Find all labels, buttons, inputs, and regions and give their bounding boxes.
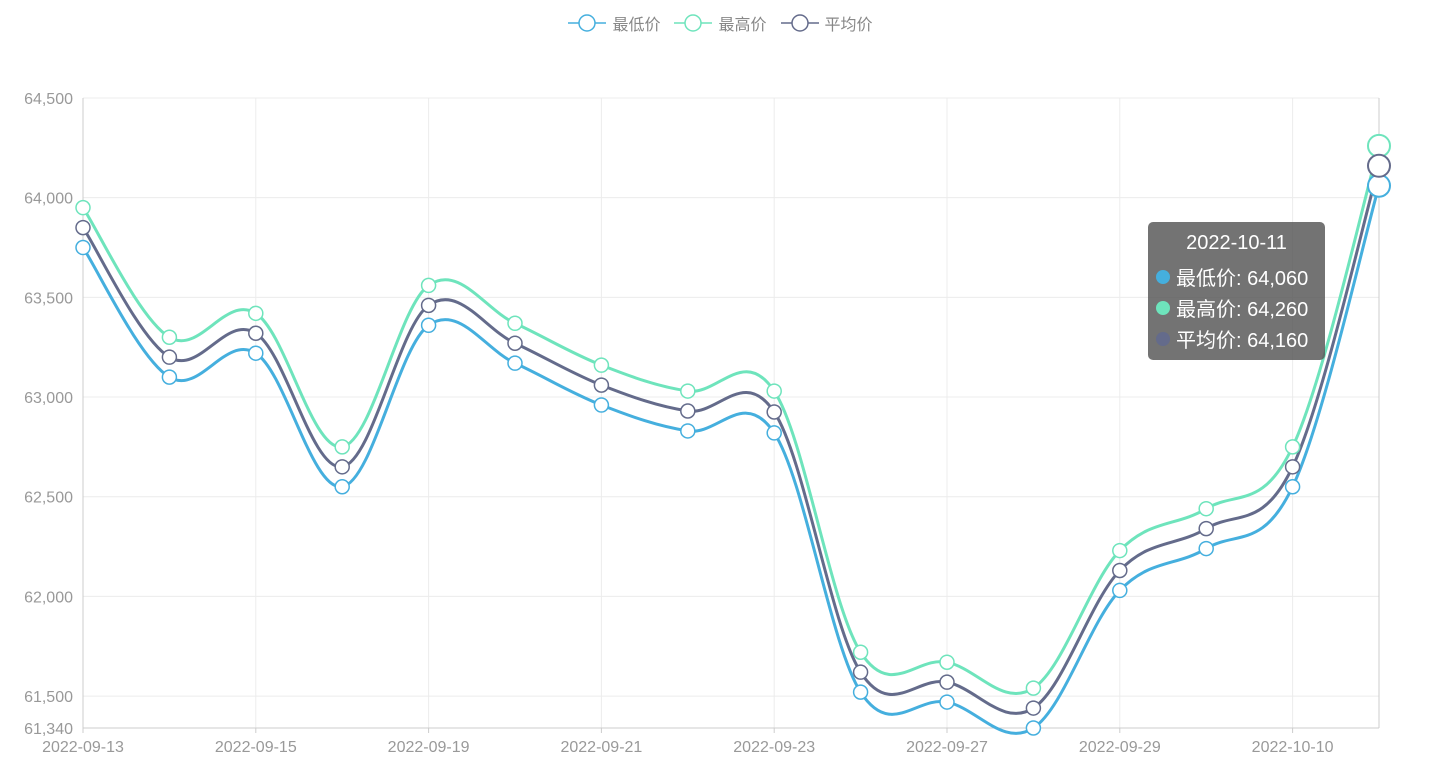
data-point [1367,173,1391,198]
y-tick-label: 63,000 [24,390,73,407]
data-point [939,654,955,670]
data-point [1025,680,1042,696]
data-point [939,674,955,690]
data-point [852,644,869,660]
series-line [81,165,1381,715]
x-tick-label: 2022-09-27 [906,739,988,756]
series-line [81,185,1381,735]
x-tick-label: 2022-09-23 [733,739,815,756]
y-tick-label: 64,500 [24,91,73,108]
data-point [593,357,610,373]
data-point [680,403,696,419]
data-point [1367,133,1391,158]
data-point [593,377,610,393]
data-point [1367,153,1391,178]
data-point [420,317,437,334]
data-point [766,425,782,441]
x-tick-label: 2022-09-13 [42,739,124,756]
y-tick-label: 63,500 [24,290,73,307]
data-point [334,459,350,475]
data-point [248,345,264,361]
x-tick-label: 2022-09-19 [388,739,470,756]
data-point [75,199,91,216]
data-point [420,277,437,294]
data-point [680,383,696,399]
data-point [248,305,264,322]
legend-label: 最高价 [718,17,767,34]
data-point [161,349,178,365]
data-point [1198,500,1214,517]
data-point [248,325,264,342]
y-tick-label: 62,000 [24,589,73,606]
tooltip-row-label: 最低价: 64,060 [1176,268,1309,290]
legend-marker-icon [674,14,713,32]
y-tick-label: 64,000 [24,191,73,208]
tooltip-row-label: 平均价: 64,160 [1176,330,1309,352]
data-point [680,423,696,439]
data-point [1198,540,1214,557]
x-tick-label: 2022-09-29 [1079,739,1161,756]
data-point [1284,459,1301,475]
data-point [766,383,782,399]
data-point [1025,700,1042,716]
data-point [1112,562,1128,579]
tooltip-row: 平均价: 64,160 [1156,323,1317,354]
data-point [1112,542,1128,559]
legend-item[interactable]: 平均价 [780,10,873,36]
data-point [939,694,955,710]
legend-marker-icon [780,14,819,32]
data-point [420,297,437,314]
series-dot-icon [1156,300,1170,315]
x-tick-label: 2022-09-15 [215,739,297,756]
series-dot-icon [1156,331,1170,346]
data-point [593,397,610,413]
chart-legend: 最低价 最高价 平均价 [0,10,1441,36]
data-point [852,664,869,680]
data-point [852,684,869,700]
data-point [507,315,523,332]
legend-label: 平均价 [824,17,873,34]
data-point [1198,520,1214,537]
x-tick-label: 2022-09-21 [560,739,642,756]
legend-marker-icon [568,14,607,32]
data-point [1112,582,1128,599]
tooltip-row-label: 最高价: 64,260 [1176,299,1309,321]
legend-item[interactable]: 最高价 [674,10,767,36]
series-line [81,145,1381,696]
data-point [161,329,178,345]
chart-tooltip: 2022-10-11 最低价: 64,060 最高价: 64,260 平均价: 64… [1148,222,1325,360]
data-point [334,439,350,455]
tooltip-row: 最低价: 64,060 [1156,261,1317,292]
data-point [75,239,91,256]
data-point [1025,720,1042,736]
tooltip-row: 最高价: 64,260 [1156,292,1317,323]
legend-item[interactable]: 最低价 [568,10,660,36]
data-point [161,369,178,385]
y-tick-label: 61,500 [24,689,73,706]
data-point [507,355,523,371]
tooltip-title: 2022-10-11 [1186,232,1287,254]
y-tick-label: 62,500 [24,490,73,507]
data-point [334,479,350,495]
data-point [507,335,523,351]
x-tick-label: 2022-10-10 [1252,739,1334,756]
data-point [1284,479,1301,495]
data-point [766,404,782,420]
series-dot-icon [1156,269,1170,284]
data-point [1284,439,1301,455]
legend-label: 最低价 [612,17,661,34]
y-tick-label: 61,340 [24,721,73,738]
data-point [75,219,91,236]
